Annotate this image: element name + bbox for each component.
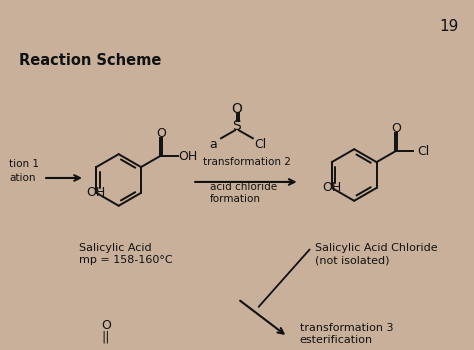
Text: Salicylic Acid: Salicylic Acid xyxy=(79,243,152,253)
Text: Cl: Cl xyxy=(255,138,267,151)
Text: OH: OH xyxy=(87,186,106,200)
Text: S: S xyxy=(233,119,241,133)
Text: a: a xyxy=(209,138,217,151)
Text: ||: || xyxy=(101,331,110,344)
Text: Reaction Scheme: Reaction Scheme xyxy=(19,53,162,68)
Text: mp = 158-160°C: mp = 158-160°C xyxy=(79,255,173,265)
Text: Cl: Cl xyxy=(417,145,429,158)
Text: 19: 19 xyxy=(439,19,458,34)
Text: OH: OH xyxy=(322,181,341,194)
Text: O: O xyxy=(392,122,401,135)
Text: Salicylic Acid Chloride: Salicylic Acid Chloride xyxy=(315,243,438,253)
Text: transformation 2: transformation 2 xyxy=(203,157,291,167)
Text: tion 1: tion 1 xyxy=(9,159,39,169)
Text: formation: formation xyxy=(210,194,261,204)
Text: acid chloride: acid chloride xyxy=(210,182,277,192)
Text: ation: ation xyxy=(9,173,36,183)
Text: esterification: esterification xyxy=(300,335,373,345)
Text: transformation 3: transformation 3 xyxy=(300,323,393,333)
Text: O: O xyxy=(101,319,110,332)
Text: OH: OH xyxy=(178,150,197,163)
Text: (not isolated): (not isolated) xyxy=(315,255,390,265)
Text: O: O xyxy=(156,127,166,140)
Text: O: O xyxy=(231,102,242,116)
